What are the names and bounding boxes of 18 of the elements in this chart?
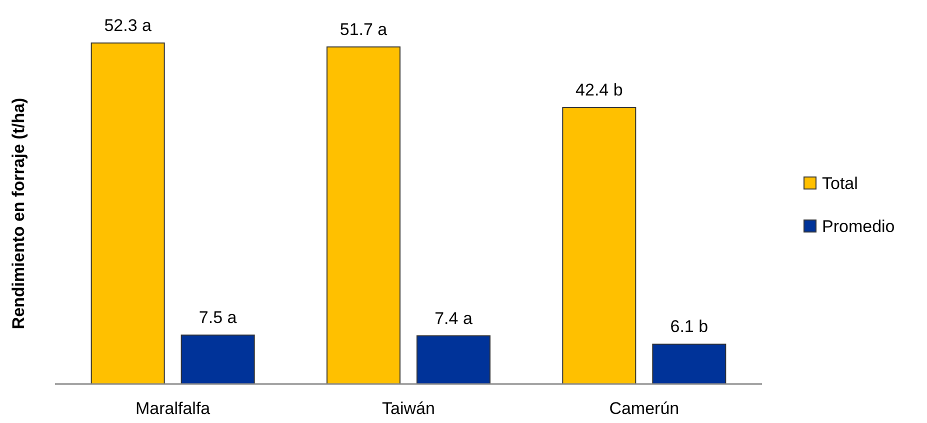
data-label: 51.7 a [340, 20, 388, 39]
data-label: 42.4 b [576, 80, 623, 100]
y-axis-title: Rendimiento en forraje (t/ha) [9, 98, 28, 330]
x-tick-label: Taiwán [382, 399, 435, 418]
x-tick-label: Maralfalfa [136, 399, 211, 418]
legend-label: Promedio [822, 217, 895, 236]
legend-label: Total [822, 174, 858, 193]
bar [562, 107, 636, 384]
bar [416, 335, 490, 384]
data-label: 7.5 a [198, 308, 238, 328]
bar [326, 46, 400, 384]
bar [90, 42, 165, 384]
bar [180, 334, 255, 384]
bar [652, 344, 726, 384]
data-label: 6.1 b [670, 317, 708, 336]
data-label: 7.4 a [434, 308, 473, 328]
x-tick-label: Camerún [609, 399, 680, 418]
data-label: 52.3 a [104, 16, 152, 35]
